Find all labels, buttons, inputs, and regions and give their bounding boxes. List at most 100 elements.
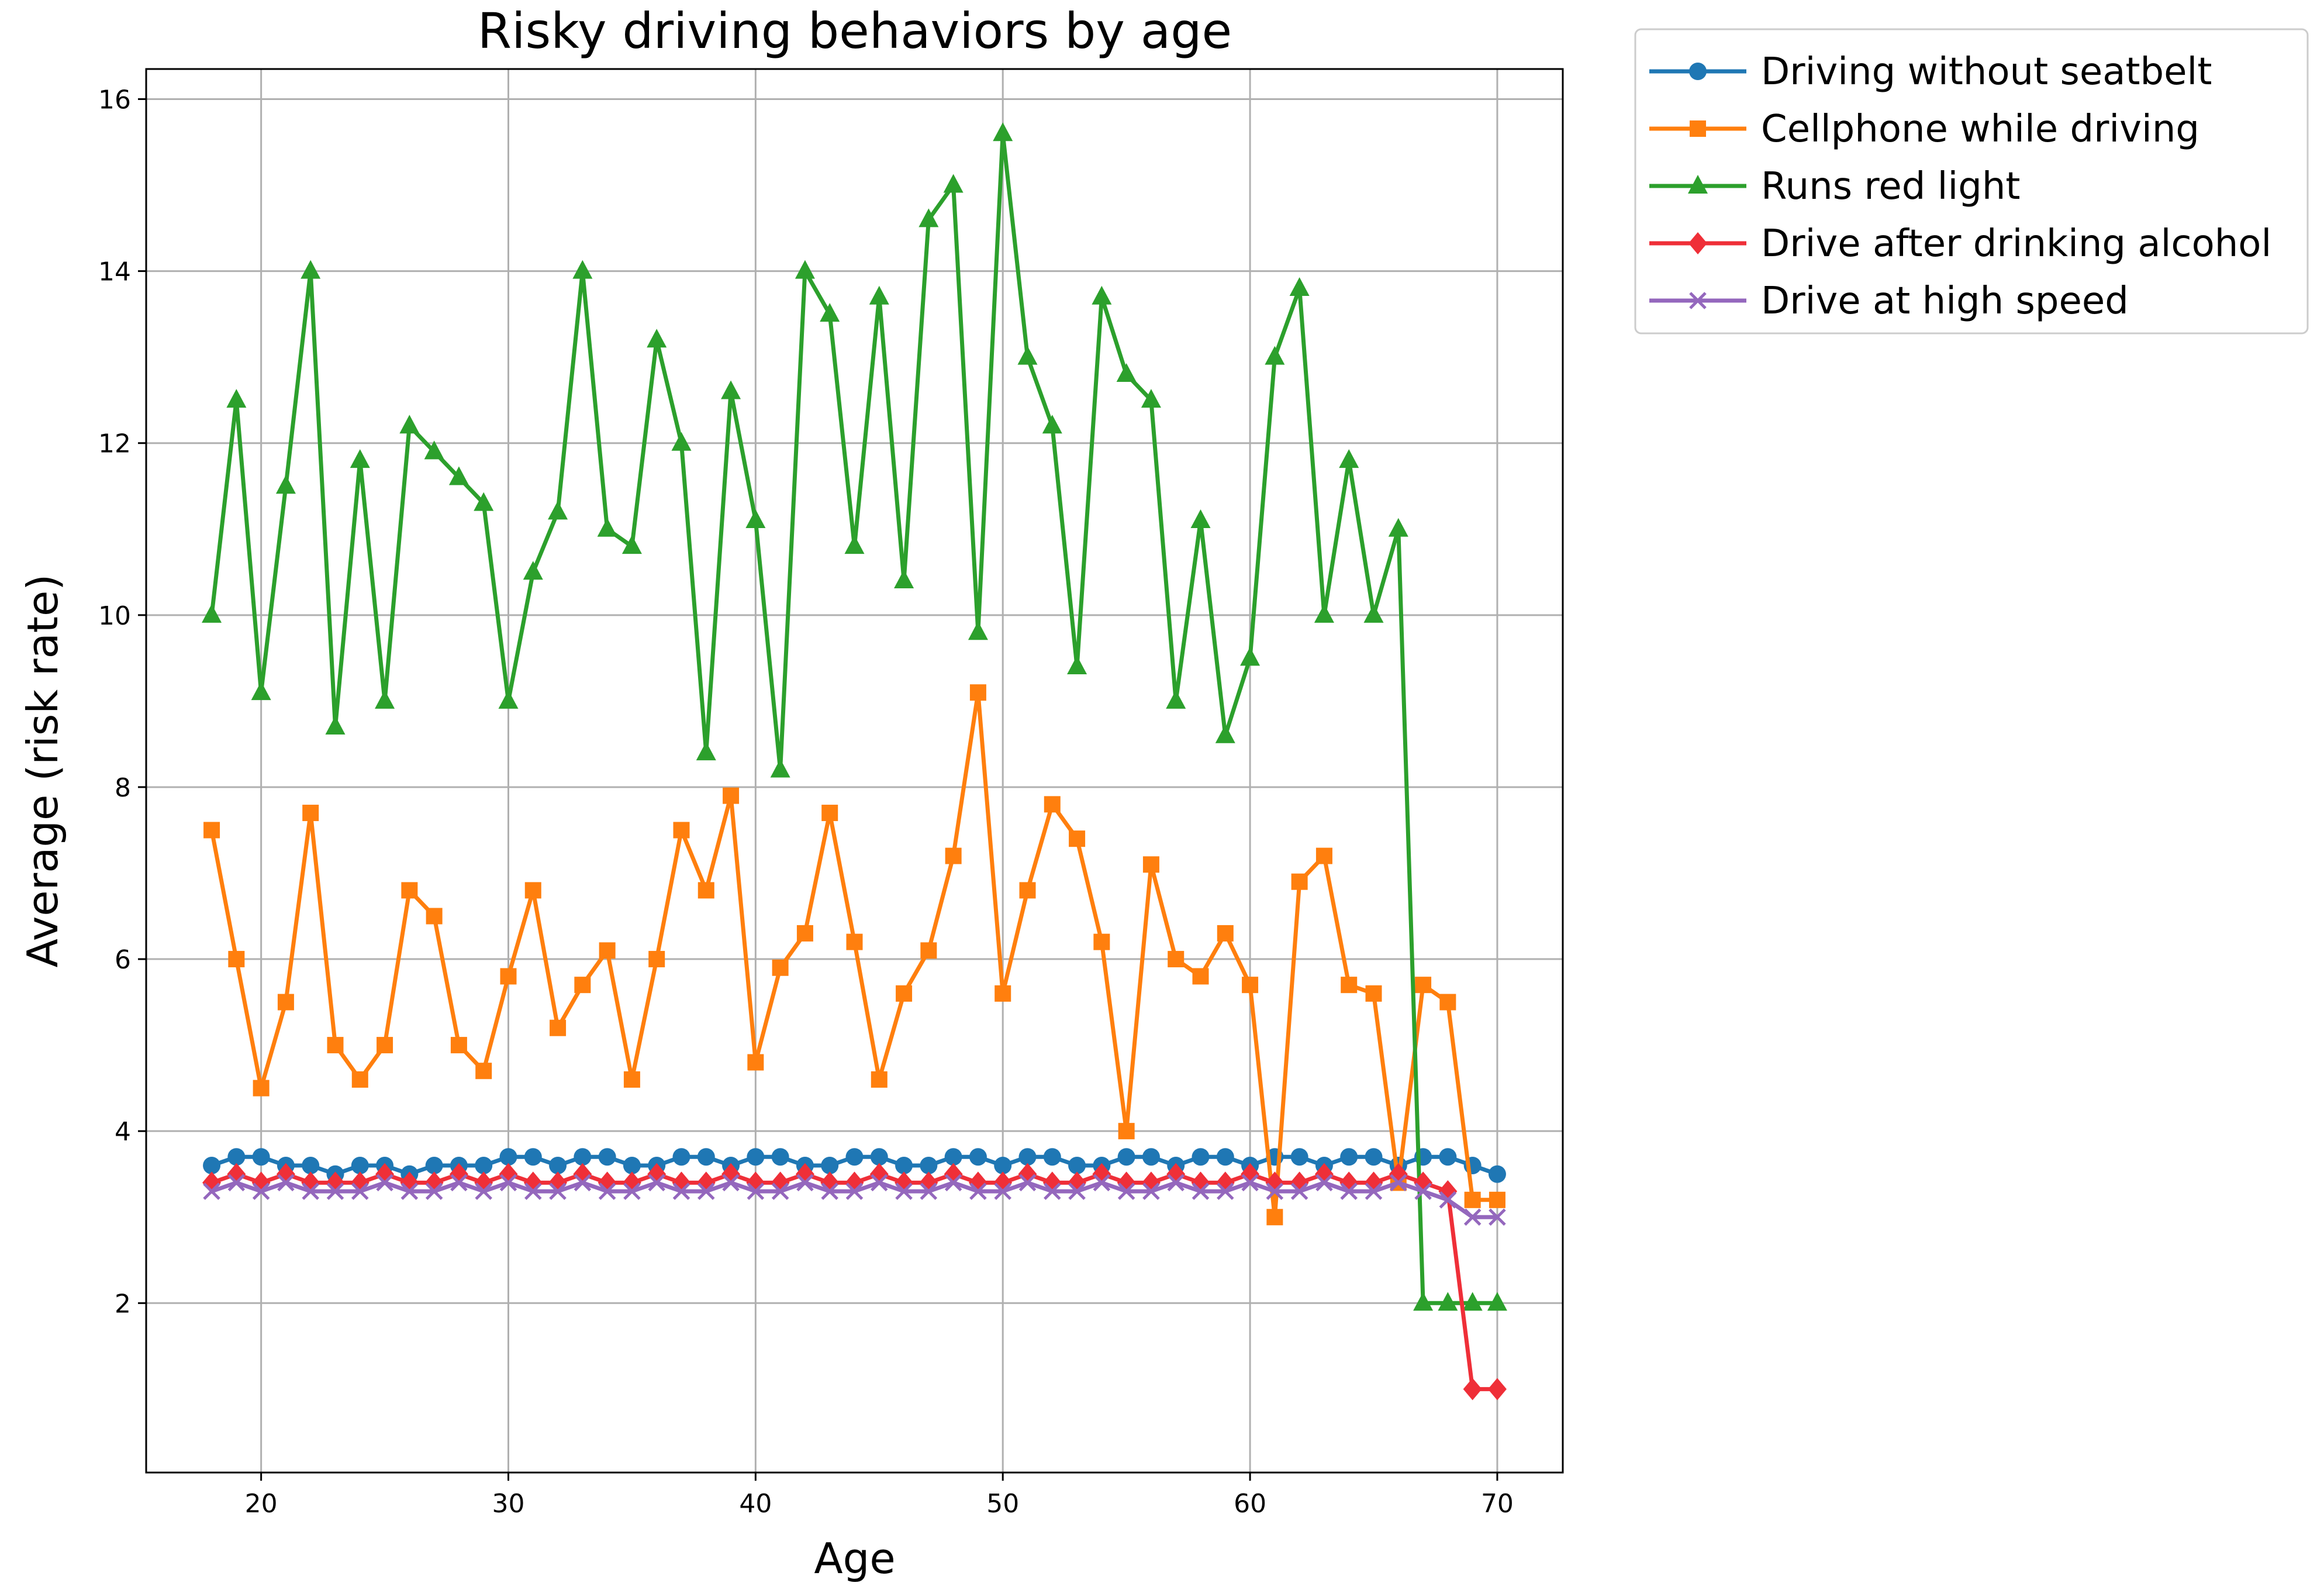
data-point (871, 1071, 888, 1088)
data-point (1044, 1182, 1061, 1200)
data-point (870, 1148, 888, 1166)
data-point (425, 1182, 443, 1200)
legend-item: Driving without seatbelt (1649, 50, 2212, 94)
data-point (747, 1054, 764, 1071)
data-point (869, 285, 889, 305)
data-point (1390, 1174, 1407, 1192)
data-point (1315, 847, 1332, 864)
x-axis-label: Age (814, 1534, 895, 1583)
data-point (302, 805, 319, 822)
data-point (400, 1182, 419, 1200)
data-point (1365, 985, 1382, 1002)
data-point (450, 1037, 467, 1054)
y-tick-label: 4 (115, 1117, 131, 1147)
data-point (1142, 856, 1159, 873)
data-point (252, 1182, 270, 1200)
x-tick-label: 40 (739, 1489, 772, 1519)
data-point (1439, 1191, 1457, 1209)
data-point (574, 1174, 592, 1192)
data-point (251, 681, 271, 701)
data-point (648, 1174, 665, 1192)
data-point (796, 925, 813, 942)
data-point (549, 1182, 567, 1200)
x-tick-label: 50 (986, 1489, 1019, 1519)
legend-label: Drive at high speed (1761, 280, 2129, 323)
data-point (1215, 724, 1235, 743)
data-point (1464, 1191, 1481, 1208)
data-point (1363, 604, 1384, 623)
legend-item: Drive at high speed (1649, 280, 2129, 323)
data-point (1217, 1182, 1234, 1200)
data-point (1092, 285, 1112, 305)
data-point (1489, 1191, 1505, 1208)
data-point (795, 260, 815, 279)
legend-label: Drive after drinking alcohol (1761, 222, 2271, 266)
data-point (548, 501, 568, 520)
data-point (524, 882, 541, 899)
y-tick-label: 12 (98, 429, 131, 459)
data-point (498, 689, 519, 709)
data-point (326, 1182, 344, 1200)
data-point (993, 122, 1013, 142)
series-driving-without-seatbelt (203, 1148, 1506, 1183)
data-point (623, 1182, 641, 1200)
data-point (524, 1182, 542, 1200)
data-point (648, 951, 665, 968)
legend: Driving without seatbelt Cellphone while … (1634, 28, 2309, 335)
data-point (1463, 1208, 1482, 1226)
data-point (302, 1182, 319, 1200)
data-point (1018, 1148, 1037, 1166)
data-point (672, 1182, 690, 1200)
data-point (574, 1148, 592, 1166)
chart-title: Risky driving behaviors by age (478, 2, 1232, 60)
data-point (1339, 449, 1359, 468)
legend-marker (1688, 175, 1708, 194)
data-point (572, 260, 593, 279)
data-point (845, 1182, 864, 1200)
data-point (1365, 1182, 1383, 1200)
legend-marker (1689, 63, 1707, 80)
data-point (671, 432, 692, 451)
series-drive-at-high-speed (203, 1174, 1506, 1226)
data-point (351, 1157, 369, 1174)
legend-marker (1689, 292, 1707, 309)
data-point (523, 561, 543, 580)
x-tick-label: 60 (1234, 1489, 1266, 1519)
data-point (325, 716, 346, 735)
data-point (549, 1157, 567, 1174)
data-point (524, 1148, 542, 1166)
data-point (474, 492, 494, 511)
legend-label: Cellphone while driving (1761, 108, 2199, 151)
data-point (821, 805, 838, 822)
data-point (1116, 363, 1137, 382)
data-point (920, 1182, 938, 1200)
data-point (745, 509, 766, 529)
y-axis: 2 4 6 8 10 12 14 16 (98, 85, 146, 1319)
data-point (277, 1174, 295, 1192)
data-point (1340, 1182, 1358, 1200)
data-point (1117, 1182, 1135, 1200)
data-point (1487, 1378, 1507, 1401)
data-point (203, 1157, 221, 1174)
data-point (550, 1019, 567, 1036)
data-point (673, 822, 690, 839)
series-cellphone-while-driving (203, 684, 1505, 1226)
data-point (499, 1174, 517, 1192)
data-point (1340, 1148, 1358, 1166)
data-point (1093, 933, 1110, 950)
data-point (1043, 1148, 1061, 1166)
data-point (821, 1182, 838, 1200)
x-tick-label: 20 (245, 1489, 278, 1519)
data-point (1117, 1148, 1135, 1166)
data-point (1068, 1157, 1086, 1174)
data-point (894, 570, 914, 588)
data-point (1414, 1182, 1432, 1200)
data-point (623, 1157, 641, 1174)
data-point (499, 1148, 517, 1166)
data-point (1167, 1174, 1185, 1192)
data-point (969, 1148, 987, 1166)
y-tick-label: 10 (98, 601, 131, 631)
data-point (475, 1157, 493, 1174)
data-point (968, 621, 988, 640)
